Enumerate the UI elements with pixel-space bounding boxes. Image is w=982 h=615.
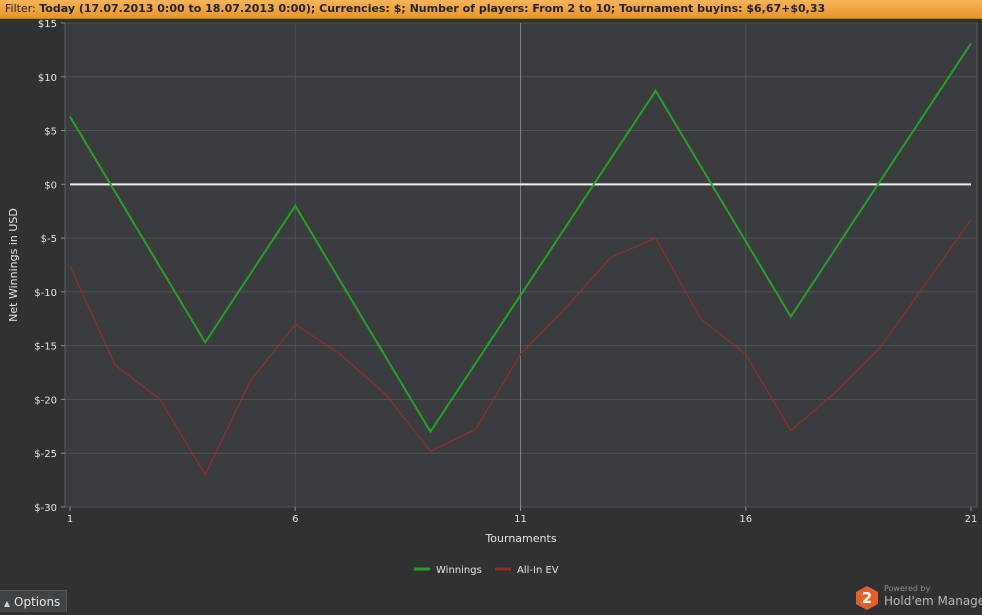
x-tick-label: 1 [67,514,73,525]
hem2-logo-icon: 2 [856,586,878,610]
y-tick-label: $-15 [34,342,57,353]
options-button[interactable]: ▲Options [0,590,67,612]
x-tick-label: 11 [514,514,527,525]
filter-bar: Filter: Today (17.07.2013 0:00 to 18.07.… [0,0,982,19]
y-tick-label: $5 [44,127,57,138]
y-axis-ticks: $15 $10 $5 $0 $-5 $-10 $-15 $-20 $-25 $-30 [34,19,65,514]
y-tick-label: $0 [44,180,57,191]
powered-by-text: Powered by [884,584,930,593]
legend: Winnings All-In EV [414,565,559,576]
filter-label: Filter: [0,2,39,15]
x-tick-label: 6 [292,514,298,525]
brand-logo: 2 Powered by Hold'em Manager [856,583,982,612]
x-tick-label: 16 [739,514,752,525]
y-tick-label: $10 [38,73,57,84]
legend-label-winnings: Winnings [436,565,482,576]
y-tick-label: $-20 [34,395,57,406]
options-label: Options [14,595,60,609]
y-tick-label: $-30 [34,503,57,514]
filter-value: Today (17.07.2013 0:00 to 18.07.2013 0:0… [39,2,825,15]
brand-name: Hold'em Manager [884,594,982,608]
y-tick-label: $15 [38,19,57,30]
y-axis-label: Net Winnings in USD [7,208,20,322]
y-tick-label: $-10 [34,288,57,299]
x-axis-label: Tournaments [484,532,556,545]
y-tick-label: $-5 [41,234,57,245]
x-tick-label: 21 [965,514,978,525]
y-tick-label: $-25 [34,449,57,460]
legend-label-allin-ev: All-In EV [517,565,559,576]
